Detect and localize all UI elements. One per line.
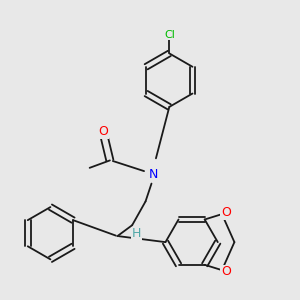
Text: O: O <box>221 206 231 219</box>
Text: N: N <box>148 168 158 181</box>
Text: O: O <box>98 125 108 138</box>
Text: Cl: Cl <box>164 30 175 40</box>
Text: O: O <box>221 265 231 278</box>
Text: H: H <box>132 227 141 240</box>
